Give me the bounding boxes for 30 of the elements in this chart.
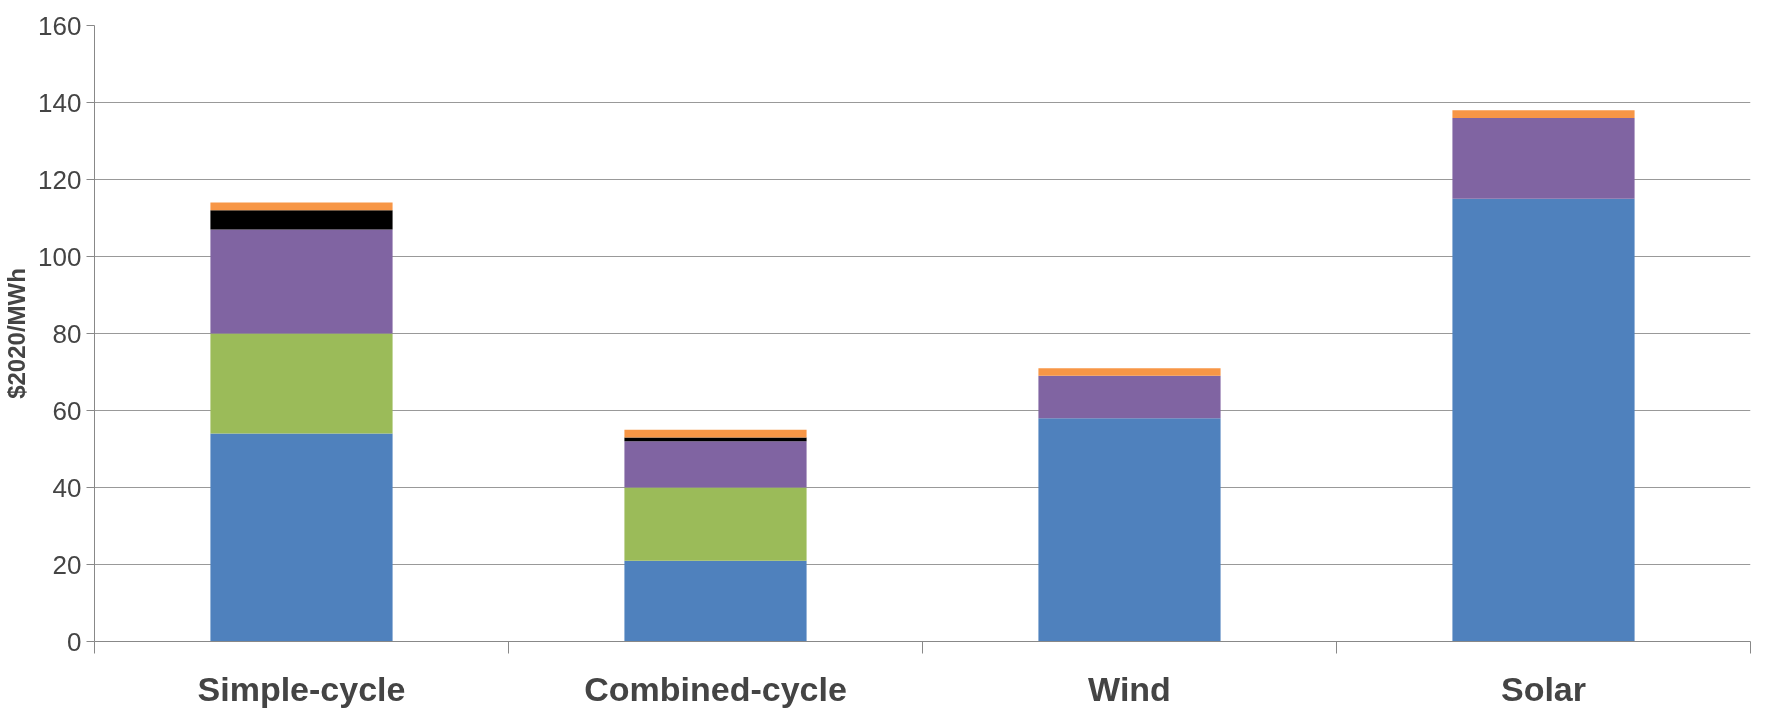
x-tick-label: Solar [1500, 669, 1587, 708]
y-tick-label: 120 [38, 164, 82, 195]
bar [1452, 110, 1635, 118]
bar [624, 441, 807, 488]
bar [1452, 198, 1635, 642]
y-tick-label: 140 [38, 87, 82, 118]
bar [1452, 117, 1635, 199]
bar [210, 202, 393, 211]
bar [624, 487, 807, 561]
bar [210, 229, 393, 334]
bar [1038, 375, 1221, 419]
bar [1038, 368, 1221, 376]
bar [210, 210, 393, 230]
bar [624, 437, 807, 442]
y-tick-label: 100 [38, 241, 82, 272]
y-tick-label: 160 [38, 10, 82, 41]
x-tick-label: Simple-cycle [197, 669, 406, 708]
bar [1038, 418, 1221, 642]
bar [624, 429, 807, 438]
x-tick-label: Wind [1088, 669, 1171, 708]
y-tick-label: 0 [67, 626, 82, 657]
bar [624, 560, 807, 642]
x-tick-label: Combined-cycle [584, 669, 847, 708]
y-tick-label: 80 [52, 318, 82, 349]
y-tick-label: 60 [52, 395, 82, 426]
bar [210, 433, 393, 642]
bar [210, 333, 393, 434]
y-tick-label: 40 [52, 472, 82, 503]
y-axis-title: $2020/MWh [3, 268, 31, 399]
y-tick-label: 20 [52, 549, 82, 580]
